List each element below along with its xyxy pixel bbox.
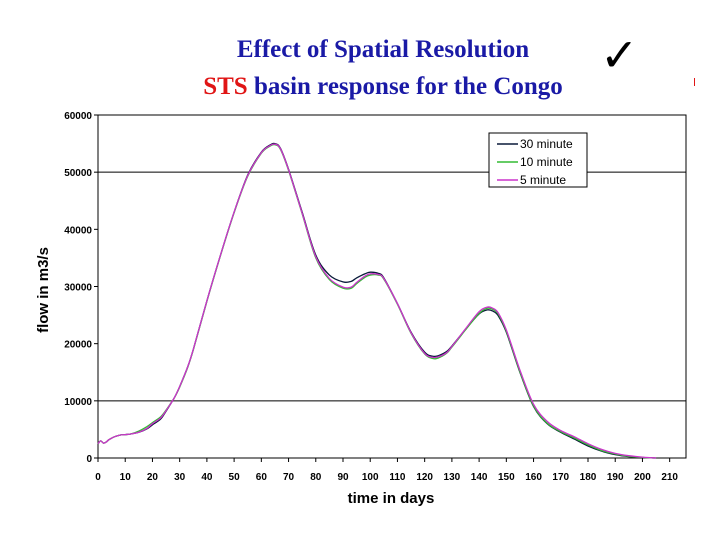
- x-tick-label: 130: [444, 472, 461, 483]
- decorative-tick: [694, 78, 695, 86]
- x-tick-label: 140: [471, 472, 488, 483]
- legend-box: [488, 132, 588, 188]
- series-lines: [97, 142, 657, 459]
- x-tick-label: 110: [389, 472, 406, 483]
- x-tick-label: 0: [95, 472, 101, 483]
- x-tick-label: 180: [580, 472, 597, 483]
- x-tick-label: 70: [283, 472, 295, 483]
- series-line-30-minute: [97, 142, 657, 459]
- legend: 30 minute 10 minute 5 minute: [488, 132, 588, 188]
- chart-title-rest: basin response for the Congo: [247, 73, 563, 100]
- y-tick-label: 50000: [64, 168, 92, 179]
- x-tick-label: 60: [256, 472, 268, 483]
- legend-label: 5 minute: [520, 173, 566, 187]
- x-tick-label: 150: [498, 472, 515, 483]
- x-axis-ticks: 0 10 20 30 40 50 60 70 80 90 100 110 120 130 140 150 160…: [95, 458, 678, 483]
- x-axis-label: time in days: [348, 490, 435, 507]
- legend-label: 10 minute: [520, 155, 573, 169]
- x-tick-label: 50: [229, 472, 241, 483]
- x-tick-label: 200: [634, 472, 651, 483]
- chart-title-text: Effect of Spatial Resolution: [236, 36, 530, 63]
- y-tick-label: 10000: [64, 397, 92, 408]
- x-tick-label: 20: [147, 472, 159, 483]
- x-tick-label: 190: [607, 472, 624, 483]
- y-axis-ticks: 0 10000 20000 30000 40000 50000 60000: [64, 111, 98, 465]
- chart-title-line1: Effect of Spatial Resolution: [0, 33, 720, 67]
- y-tick-label: 40000: [64, 225, 92, 236]
- legend-label: 30 minute: [520, 137, 573, 151]
- x-tick-label: 10: [120, 472, 132, 483]
- y-axis-label: flow in m3/s: [35, 247, 52, 333]
- x-tick-label: 120: [416, 472, 433, 483]
- plot-area-border: [97, 114, 687, 459]
- y-tick-label: 30000: [64, 283, 92, 294]
- y-tick-label: 0: [86, 454, 92, 465]
- x-tick-label: 160: [525, 472, 542, 483]
- series-line-10-minute: [97, 143, 657, 459]
- series-line-5-minute: [97, 143, 657, 459]
- x-tick-label: 80: [310, 472, 322, 483]
- x-tick-label: 100: [362, 472, 379, 483]
- y-tick-label: 60000: [64, 111, 92, 122]
- x-tick-label: 90: [337, 472, 349, 483]
- x-tick-label: 30: [174, 472, 186, 483]
- x-tick-label: 170: [552, 472, 569, 483]
- x-tick-label: 210: [661, 472, 678, 483]
- chart-title-line2: STS basin response for the Congo: [0, 70, 720, 104]
- x-tick-label: 40: [201, 472, 213, 483]
- chart-title-sts: STS: [203, 73, 248, 100]
- y-tick-label: 20000: [64, 340, 92, 351]
- check-icon: ✓: [600, 28, 639, 82]
- gridlines: [98, 171, 686, 402]
